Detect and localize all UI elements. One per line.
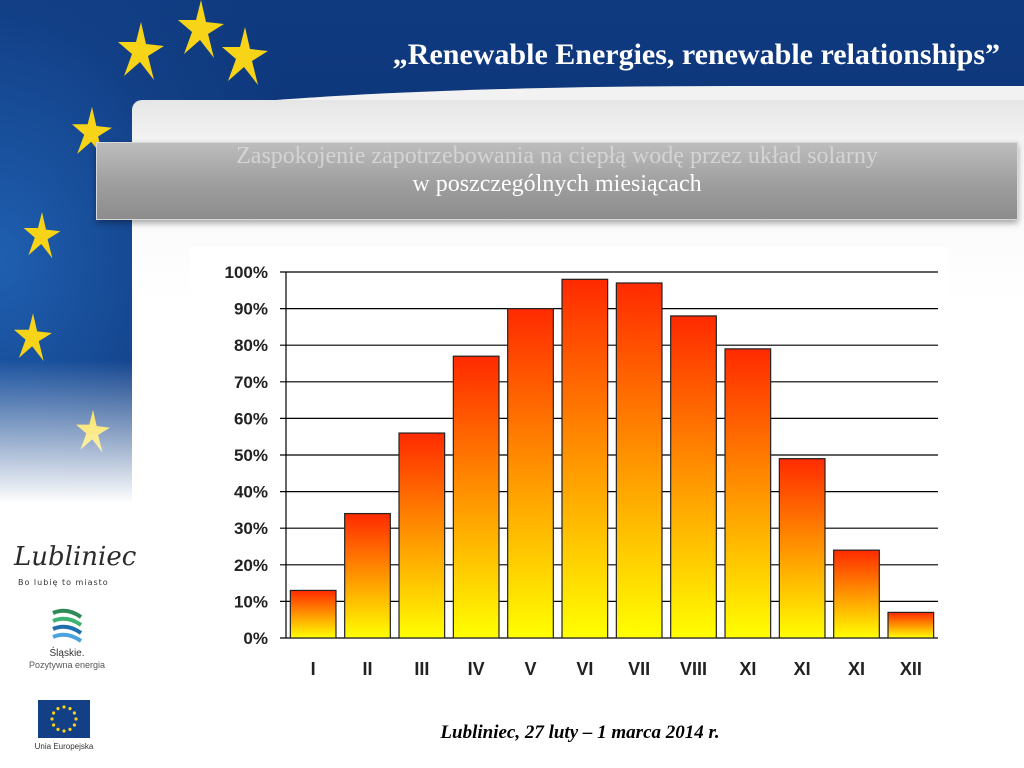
x-tick-label: III: [414, 659, 429, 679]
eu-label: Unia Europejska: [34, 742, 94, 751]
star-icon: [23, 212, 61, 259]
y-tick-label: 70%: [234, 373, 268, 392]
x-tick-label: V: [524, 659, 536, 679]
bar: [778, 458, 826, 639]
footer-date: Lubliniec, 27 luty – 1 marca 2014 r.: [440, 722, 720, 743]
bar: [724, 348, 772, 639]
x-tick-label: IV: [468, 659, 485, 679]
slaskie-logo: Śląskie. Pozytywna energia: [22, 605, 112, 671]
slaskie-name: Śląskie.: [49, 648, 85, 659]
slaskie-tagline: Pozytywna energia: [28, 660, 106, 670]
subtitle-line-2: w poszczególnych miesiącach: [412, 171, 702, 197]
bar: [398, 432, 446, 639]
eu-flag-icon: [38, 700, 90, 738]
lubliniec-logo: Lubliniec Bo lubię to miasto: [12, 540, 136, 592]
bar: [561, 278, 609, 639]
y-tick-label: 10%: [234, 592, 268, 611]
subtitle-box: Zaspokojenie zapotrzebowania na ciepłą w…: [96, 142, 1018, 220]
bar: [887, 611, 935, 639]
bar: [452, 355, 500, 639]
x-tick-label: I: [311, 659, 316, 679]
bar: [344, 512, 391, 639]
x-tick-label: VIII: [680, 659, 707, 679]
y-tick-label: 20%: [234, 556, 268, 575]
star-icon: [72, 106, 112, 158]
slaskie-wave-icon: [52, 608, 83, 643]
lubliniec-logo-tagline: Bo lubię to miasto: [18, 578, 109, 587]
y-tick-label: 30%: [234, 519, 268, 538]
x-tick-label: XII: [900, 659, 922, 679]
star-icon: [14, 313, 52, 362]
bar: [289, 589, 337, 639]
subtitle-line-1: Zaspokojenie zapotrzebowania na ciepłą w…: [236, 143, 878, 169]
bar-chart: 0%10%20%30%40%50%60%70%80%90%100% I II III…: [225, 263, 938, 679]
x-tick-label: II: [362, 659, 372, 679]
star-icon: [222, 27, 268, 85]
x-tick-label: VI: [576, 659, 593, 679]
bar: [833, 549, 880, 639]
y-tick-label: 40%: [234, 483, 268, 502]
chart-panel: 0% 10% 20% 30% 40% 50% 60% 70% 80% 90% 100% I II III…: [190, 247, 948, 712]
y-tick-label: 0%: [243, 629, 268, 648]
lubliniec-logo-text: Lubliniec: [14, 542, 137, 572]
bar: [615, 282, 663, 639]
y-tick-label: 50%: [234, 446, 268, 465]
star-icon: [118, 22, 164, 80]
y-tick-label: 100%: [225, 263, 268, 282]
x-tick-label: XI: [739, 659, 756, 679]
slide-title: „Renewable Energies, renewable relations…: [392, 38, 1000, 71]
x-tick-label: VII: [628, 659, 650, 679]
eu-logo: Unia Europejska: [35, 700, 93, 752]
bar: [670, 315, 717, 639]
x-tick-label: XI: [848, 659, 865, 679]
bar: [507, 307, 554, 639]
y-tick-label: 80%: [234, 336, 268, 355]
star-icon: [178, 0, 224, 58]
y-tick-label: 90%: [234, 300, 268, 319]
y-tick-label: 60%: [234, 409, 268, 428]
x-tick-label: XI: [794, 659, 811, 679]
